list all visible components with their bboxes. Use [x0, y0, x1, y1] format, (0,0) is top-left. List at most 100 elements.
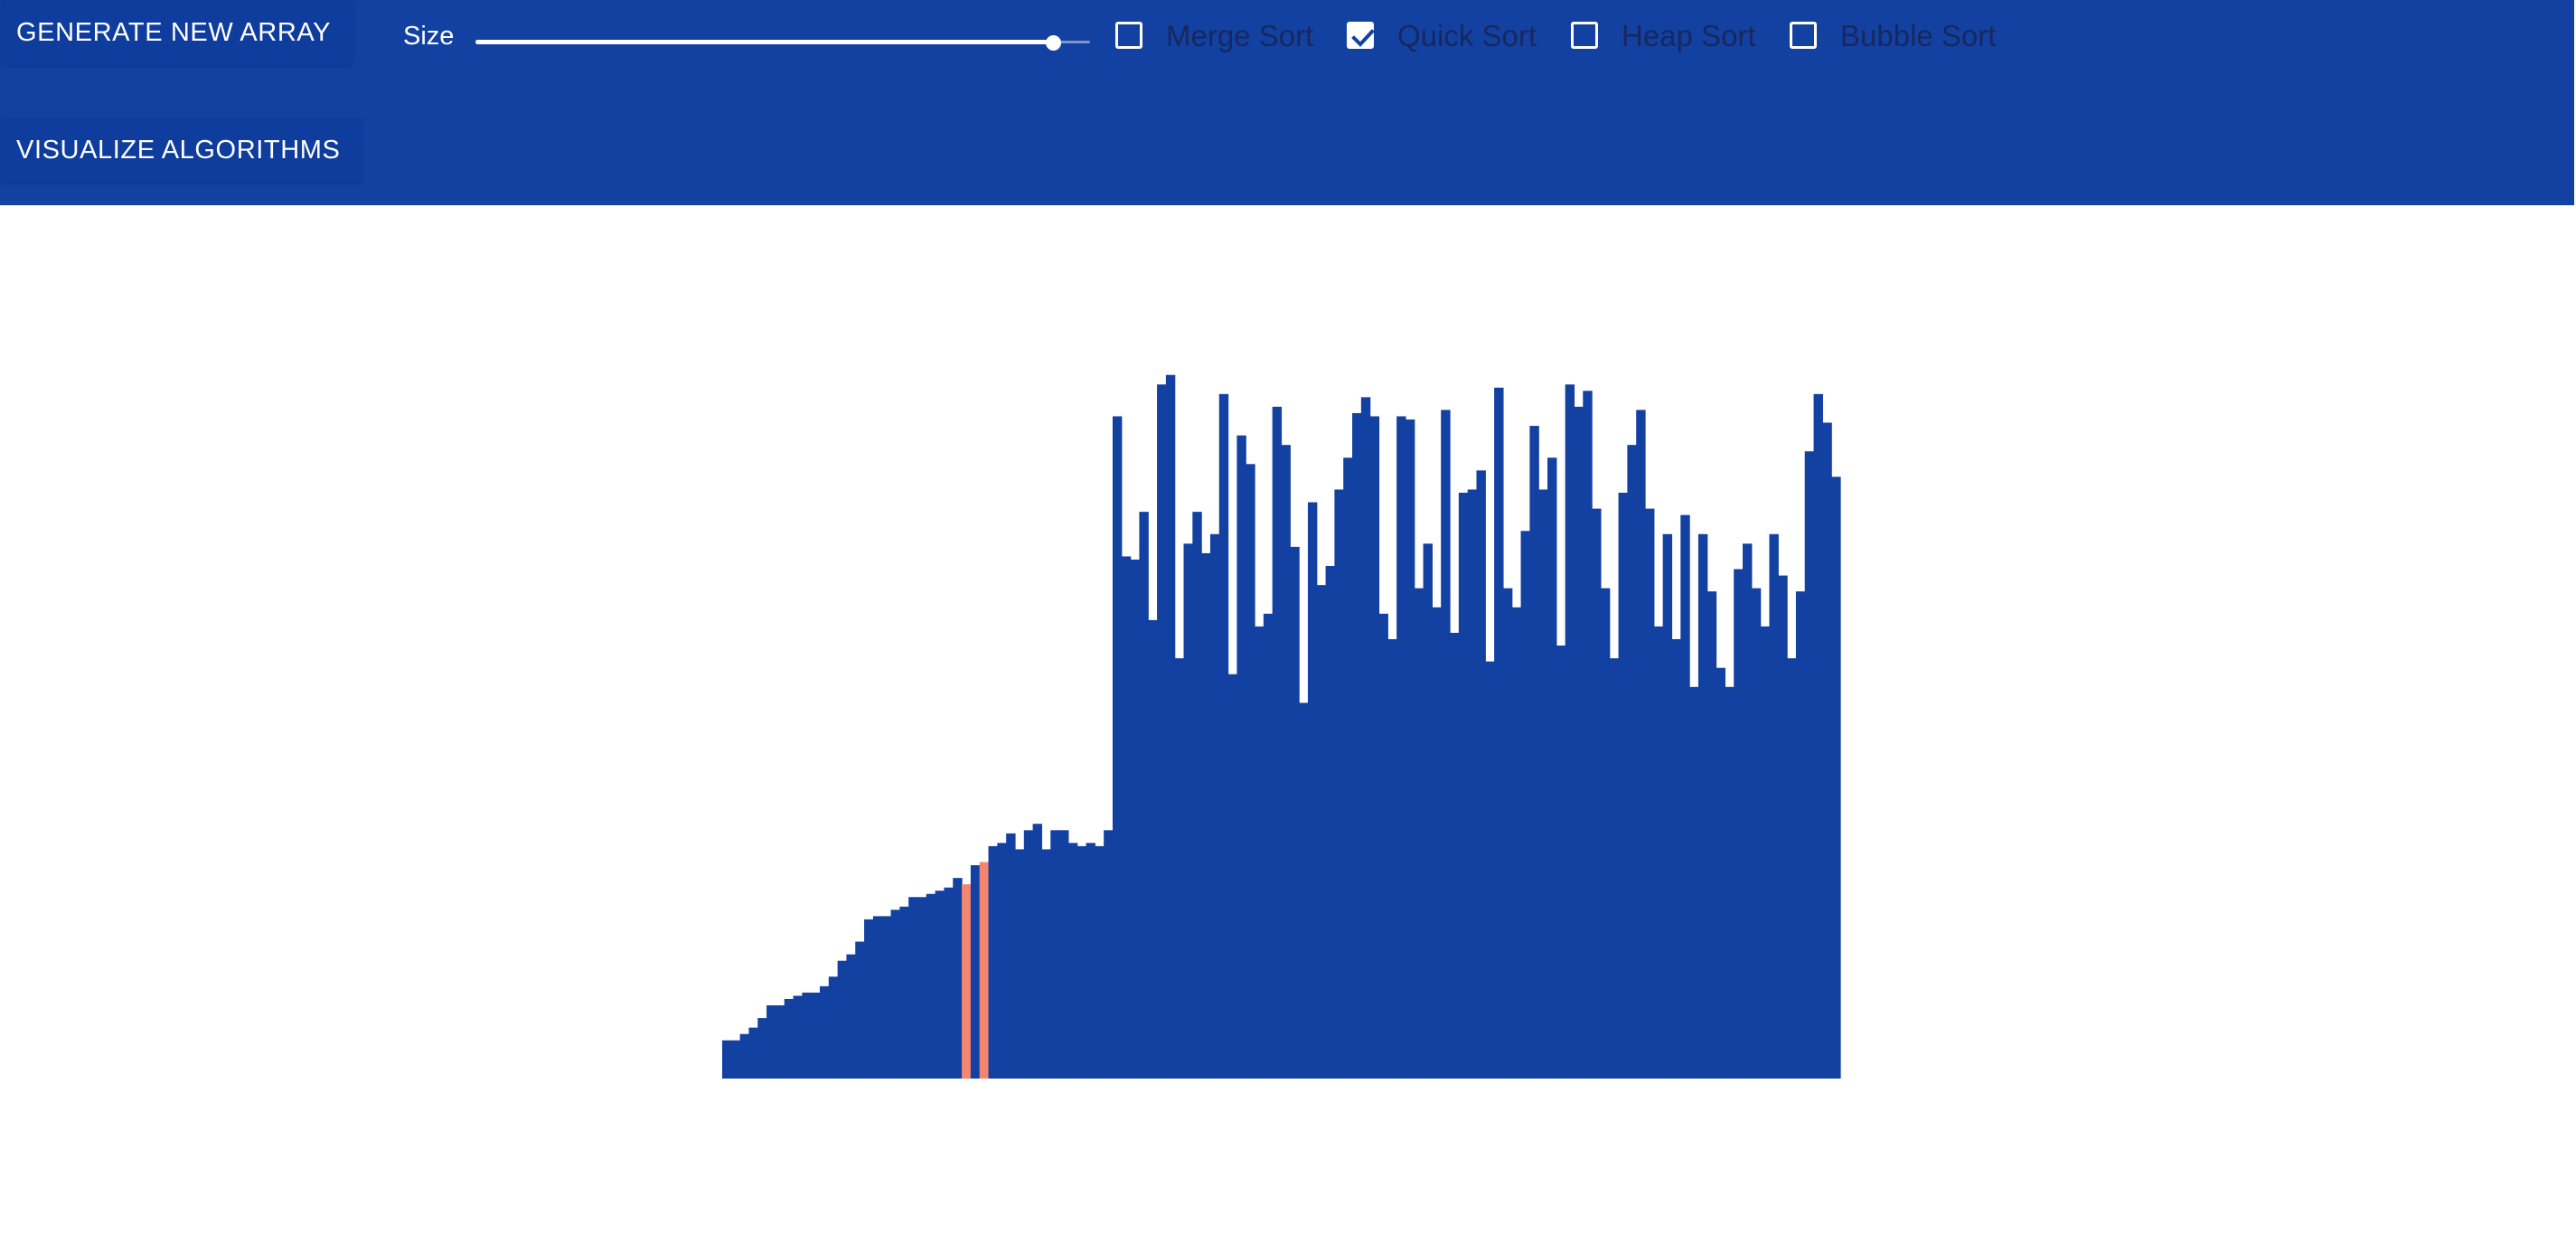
- array-bar: [819, 985, 830, 1079]
- array-bar: [1405, 419, 1415, 1079]
- array-bar: [1769, 533, 1779, 1079]
- array-bar: [935, 891, 945, 1079]
- array-bar: [1414, 588, 1424, 1079]
- array-bar: [1485, 661, 1495, 1079]
- array-bar: [1494, 387, 1504, 1079]
- array-bar: [1760, 626, 1771, 1079]
- array-bar: [1076, 845, 1087, 1079]
- array-bar: [1255, 626, 1264, 1079]
- bubble-sort-label: Bubble Sort: [1840, 19, 1997, 52]
- array-bar: [1618, 493, 1628, 1079]
- size-slider[interactable]: [475, 27, 1090, 58]
- array-bar: [1831, 476, 1841, 1079]
- compare-bar: [962, 884, 972, 1079]
- merge-sort-checkbox[interactable]: [1115, 22, 1142, 49]
- array-bar: [1299, 702, 1309, 1079]
- array-bar: [1263, 613, 1274, 1079]
- heap-sort-checkbox[interactable]: [1571, 22, 1598, 49]
- array-bar: [970, 865, 981, 1079]
- array-bar: [1157, 384, 1167, 1079]
- array-bar: [917, 897, 927, 1079]
- array-bar: [1574, 406, 1584, 1079]
- array-bar: [1236, 435, 1246, 1079]
- array-bar: [1804, 451, 1815, 1079]
- quick-sort-label: Quick Sort: [1397, 19, 1537, 52]
- array-bar: [890, 909, 900, 1079]
- quick-sort-checkbox[interactable]: [1347, 22, 1375, 49]
- array-bar: [1165, 374, 1176, 1079]
- checkmark-icon: [1351, 29, 1375, 47]
- heap-sort-label: Heap Sort: [1622, 19, 1756, 52]
- array-bar: [953, 878, 963, 1079]
- array-bar: [1387, 639, 1397, 1079]
- array-bar: [1609, 658, 1620, 1079]
- array-bar: [1502, 588, 1513, 1079]
- array-bar: [1778, 575, 1788, 1079]
- array-bar: [730, 1040, 741, 1079]
- array-bar: [837, 960, 848, 1079]
- array-bar-chart: [0, 205, 2576, 1244]
- size-slider-thumb[interactable]: [1046, 35, 1062, 51]
- array-bar: [1023, 830, 1034, 1079]
- array-bar: [864, 919, 874, 1079]
- array-bar: [1201, 552, 1211, 1079]
- array-bar: [1272, 406, 1283, 1079]
- array-bar: [1636, 410, 1646, 1079]
- array-bar: [997, 843, 1007, 1079]
- compare-bar: [979, 862, 990, 1079]
- array-bar: [1476, 470, 1486, 1079]
- array-bar: [926, 893, 936, 1079]
- array-bar: [739, 1033, 750, 1079]
- array-bar: [1432, 607, 1442, 1079]
- array-bar: [1148, 619, 1158, 1079]
- array-bar: [757, 1018, 767, 1079]
- array-bar: [1689, 686, 1699, 1079]
- array-bar: [1334, 489, 1344, 1079]
- array-bar: [1743, 543, 1753, 1079]
- array-bar: [1121, 556, 1132, 1079]
- array-bar: [811, 992, 821, 1079]
- array-bar: [872, 916, 883, 1079]
- bubble-sort-checkbox[interactable]: [1790, 22, 1817, 49]
- array-bar: [1246, 464, 1255, 1079]
- array-bar: [1441, 410, 1451, 1079]
- array-bar: [1547, 457, 1557, 1079]
- array-bar: [1653, 626, 1664, 1079]
- generate-new-array-button[interactable]: GENERATE NEW ARRAY: [0, 0, 354, 65]
- array-bar: [1751, 588, 1762, 1079]
- array-bar: [1192, 512, 1202, 1079]
- array-bar: [802, 992, 812, 1079]
- array-bar: [1813, 393, 1823, 1079]
- array-bar: [1538, 489, 1548, 1079]
- array-bar: [1104, 830, 1114, 1079]
- array-bar: [1787, 658, 1797, 1079]
- array-bar: [1059, 830, 1069, 1079]
- array-bar: [1458, 493, 1469, 1079]
- array-bar: [775, 1005, 785, 1079]
- array-bar: [1450, 632, 1460, 1079]
- array-bar: [988, 845, 998, 1079]
- array-bar: [1662, 533, 1673, 1079]
- array-bar: [1050, 830, 1060, 1079]
- array-bar: [1227, 674, 1238, 1079]
- array-bar: [1680, 514, 1690, 1079]
- array-bar: [1822, 422, 1832, 1079]
- array-bar: [748, 1027, 758, 1079]
- array-bar: [1716, 667, 1725, 1079]
- array-bar: [1520, 531, 1530, 1079]
- array-bar: [1697, 533, 1708, 1079]
- array-bar: [1290, 546, 1300, 1079]
- array-bar: [908, 897, 918, 1079]
- array-bar: [1795, 591, 1806, 1079]
- array-bar: [1352, 412, 1362, 1079]
- array-bar: [1325, 566, 1336, 1079]
- array-bar: [1725, 686, 1735, 1079]
- array-bar: [1360, 397, 1371, 1079]
- array-bar: [722, 1040, 732, 1079]
- array-bar: [766, 1005, 776, 1079]
- array-bar: [944, 887, 954, 1079]
- array-bar: [1183, 543, 1193, 1079]
- array-bar: [1600, 588, 1611, 1079]
- size-label: Size: [403, 22, 455, 51]
- visualize-algorithms-button[interactable]: VISUALIZE ALGORITHMS: [0, 118, 363, 183]
